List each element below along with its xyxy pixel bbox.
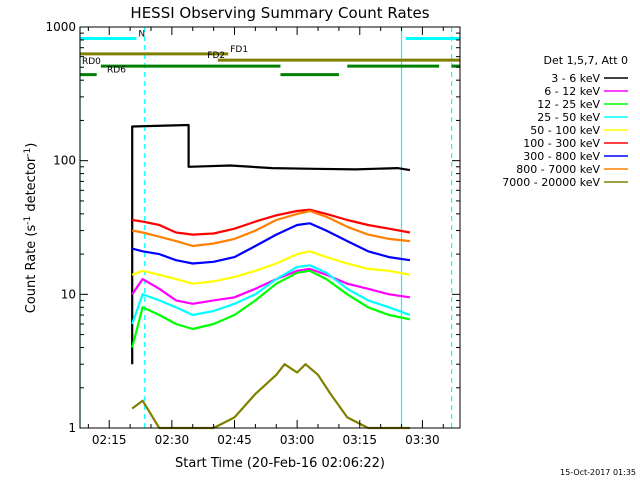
legend-label-1: 6 - 12 keV (544, 85, 600, 98)
y-axis-label-sup2: -1 (23, 148, 33, 157)
legend-label-5: 100 - 300 keV (523, 137, 600, 150)
plot-area (79, 27, 453, 430)
y-axis-label: Count Rate (s-1 detector-1) (23, 143, 39, 314)
series-line-4 (131, 250, 411, 285)
series-line-8 (131, 363, 410, 430)
series-line-6 (131, 222, 411, 265)
y-tick-label-0: 1 (68, 421, 76, 435)
series-line-7 (132, 209, 411, 248)
y-tick-label-1: 10 (61, 287, 76, 301)
legend-label-6: 300 - 800 keV (523, 150, 600, 163)
state-bar-label-fd1: FD1 (230, 45, 248, 55)
series-line-1 (131, 267, 411, 305)
legend-label-3: 25 - 50 keV (537, 111, 600, 124)
x-axis: 02:15 02:30 02:45 03:00 03:15 03:30 (87, 27, 444, 447)
x-tick-label-4: 03:15 (342, 433, 377, 447)
state-bar-label-rd6: RD6 (107, 66, 126, 76)
y-tick-label-2: 100 (53, 154, 76, 168)
legend-header: Det 1,5,7, Att 0 (544, 54, 628, 67)
series-line-3 (131, 264, 411, 325)
legend-label-2: 12 - 25 keV (537, 98, 600, 111)
plot-frame (79, 26, 461, 429)
y-axis-label-sup1: -1 (23, 216, 33, 225)
series-line-5 (132, 208, 411, 236)
y-axis-label-end: ) (24, 143, 39, 148)
chart-title: HESSI Observing Summary Count Rates (130, 4, 429, 22)
legend-label-4: 50 - 100 keV (530, 124, 600, 137)
instrument-state-bars: N FD1 FD2 RD0 RD6 (80, 30, 460, 77)
y-tick-label-3: 1000 (45, 20, 76, 34)
legend-label-7: 800 - 7000 keV (516, 163, 600, 176)
state-bar-label-fd2: FD2 (207, 51, 225, 61)
y-axis-label-mid: detector (24, 156, 39, 216)
footer-timestamp: 15-Oct-2017 01:35 (560, 468, 636, 477)
state-bar-label-rd0: RD0 (82, 57, 101, 67)
x-tick-label-5: 03:30 (405, 433, 440, 447)
state-bar-label-n: N (138, 30, 145, 40)
x-tick-label-3: 03:00 (280, 433, 315, 447)
legend-label-0: 3 - 6 keV (551, 72, 600, 85)
series-line-2 (131, 269, 411, 348)
legend-label-8: 7000 - 20000 keV (502, 176, 600, 189)
series-line-0 (131, 123, 411, 365)
x-axis-label: Start Time (20-Feb-16 02:06:22) (175, 456, 385, 471)
y-axis: 1 10 100 1000 (45, 20, 460, 435)
y-axis-label-main: Count Rate (s (24, 225, 39, 314)
x-tick-label-2: 02:45 (217, 433, 252, 447)
x-tick-label-1: 02:30 (155, 433, 190, 447)
x-tick-label-0: 02:15 (92, 433, 127, 447)
